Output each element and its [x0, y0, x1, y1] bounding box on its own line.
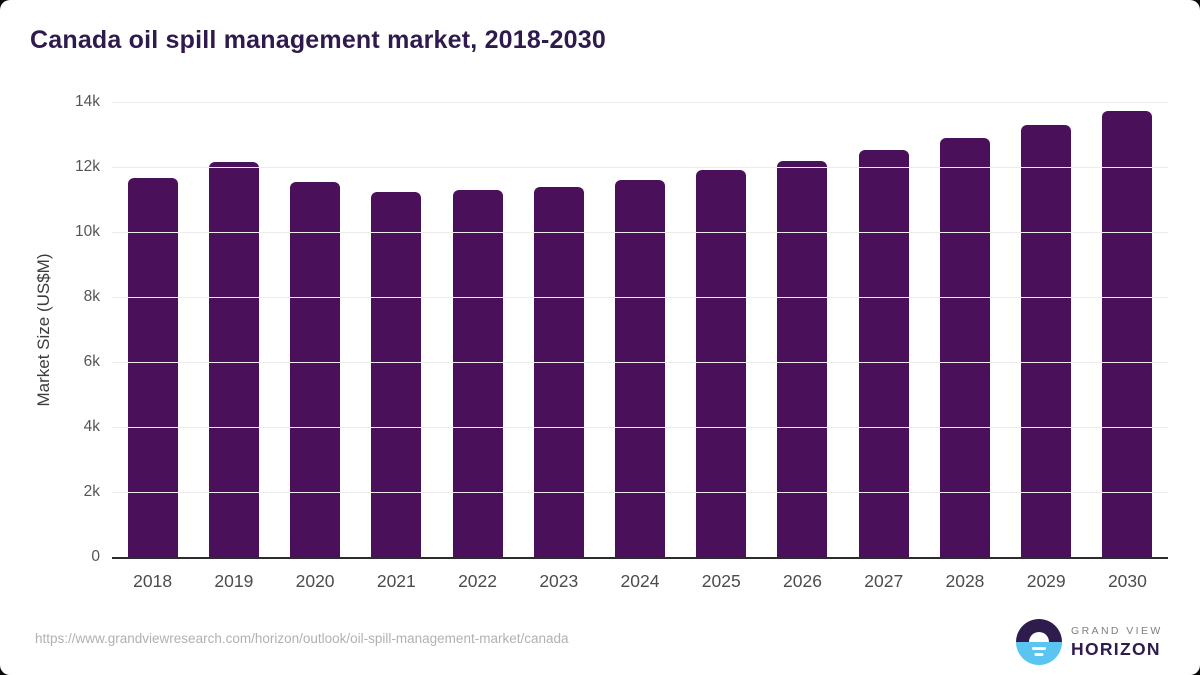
y-tick-label-2k: 2k	[83, 483, 100, 500]
y-tick-label-12k: 12k	[75, 158, 100, 175]
y-tick-label-14k: 14k	[75, 93, 100, 110]
gridline-6k	[112, 362, 1168, 363]
gridline-8k	[112, 297, 1168, 298]
bar-slot-2023	[518, 102, 599, 557]
bar-slot-2020	[274, 102, 355, 557]
bar-2026[interactable]	[777, 160, 828, 557]
x-axis-label-2030: 2030	[1107, 571, 1147, 591]
gridline-4k	[112, 427, 1168, 428]
bar-2023[interactable]	[533, 186, 584, 557]
x-axis-label-2029: 2029	[1026, 571, 1066, 591]
x-axis-labels: 2018 2019 2020 2021 2022 2023 2024 2025 2026 2027…	[112, 566, 1168, 596]
bar-2028[interactable]	[939, 138, 990, 557]
bar-2020[interactable]	[290, 182, 341, 557]
logo-horizon-label: HORIZON	[1071, 638, 1161, 659]
bar-slot-2025	[681, 102, 762, 557]
bar-slot-2028	[924, 102, 1005, 557]
y-tick-label-0: 0	[91, 548, 100, 565]
x-axis-label-2021: 2021	[376, 571, 416, 591]
bar-2029[interactable]	[1021, 124, 1072, 557]
x-axis-label-2026: 2026	[783, 571, 822, 591]
y-axis-labels: 0 2k 4k 6k 8k 10k 12k 14k	[0, 93, 100, 565]
y-tick-label-4k: 4k	[83, 418, 100, 435]
x-axis-label-2020: 2020	[295, 571, 335, 591]
gridline-2k	[112, 492, 1168, 493]
bar-2018[interactable]	[127, 178, 178, 557]
bar-slot-2029	[1006, 102, 1087, 557]
plot-area	[112, 102, 1168, 559]
bar-slot-2024	[599, 102, 680, 557]
x-axis-label-2028: 2028	[945, 571, 985, 591]
horizon-sun-icon	[1016, 619, 1062, 665]
bar-2030[interactable]	[1102, 111, 1153, 557]
chart-title: Canada oil spill management market, 2018…	[30, 26, 606, 54]
logo-text: GRAND VIEW HORIZON	[1071, 625, 1163, 660]
bar-slot-2026	[762, 102, 843, 557]
bar-slot-2022	[437, 102, 518, 557]
y-tick-label-10k: 10k	[75, 223, 100, 240]
gridline-12k	[112, 167, 1168, 168]
x-axis-label-2022: 2022	[458, 571, 498, 591]
bar-2027[interactable]	[858, 149, 909, 557]
bar-2022[interactable]	[452, 190, 503, 557]
grand-view-horizon-logo[interactable]: GRAND VIEW HORIZON	[1016, 619, 1163, 665]
bar-slot-2021	[356, 102, 437, 557]
gridline-10k	[112, 232, 1168, 233]
y-tick-label-8k: 8k	[83, 288, 100, 305]
bar-2024[interactable]	[615, 180, 666, 557]
source-url: https://www.grandviewresearch.com/horizo…	[35, 631, 569, 646]
bars-row	[112, 102, 1168, 557]
bar-slot-2030	[1087, 102, 1168, 557]
gridline-14k	[112, 102, 1168, 103]
bar-2021[interactable]	[371, 192, 422, 557]
bar-slot-2018	[112, 102, 193, 557]
x-axis-label-2027: 2027	[864, 571, 904, 591]
bar-slot-2027	[843, 102, 924, 557]
x-axis-label-2023: 2023	[539, 571, 579, 591]
bar-2019[interactable]	[208, 162, 259, 557]
y-tick-label-6k: 6k	[83, 353, 100, 370]
x-axis-label-2018: 2018	[133, 571, 173, 591]
logo-grand-view-label: GRAND VIEW	[1071, 624, 1163, 637]
x-axis-label-2025: 2025	[701, 571, 741, 591]
x-axis-label-2024: 2024	[620, 571, 660, 591]
bar-slot-2019	[193, 102, 274, 557]
x-axis-label-2019: 2019	[214, 571, 254, 591]
bar-2025[interactable]	[696, 170, 747, 557]
